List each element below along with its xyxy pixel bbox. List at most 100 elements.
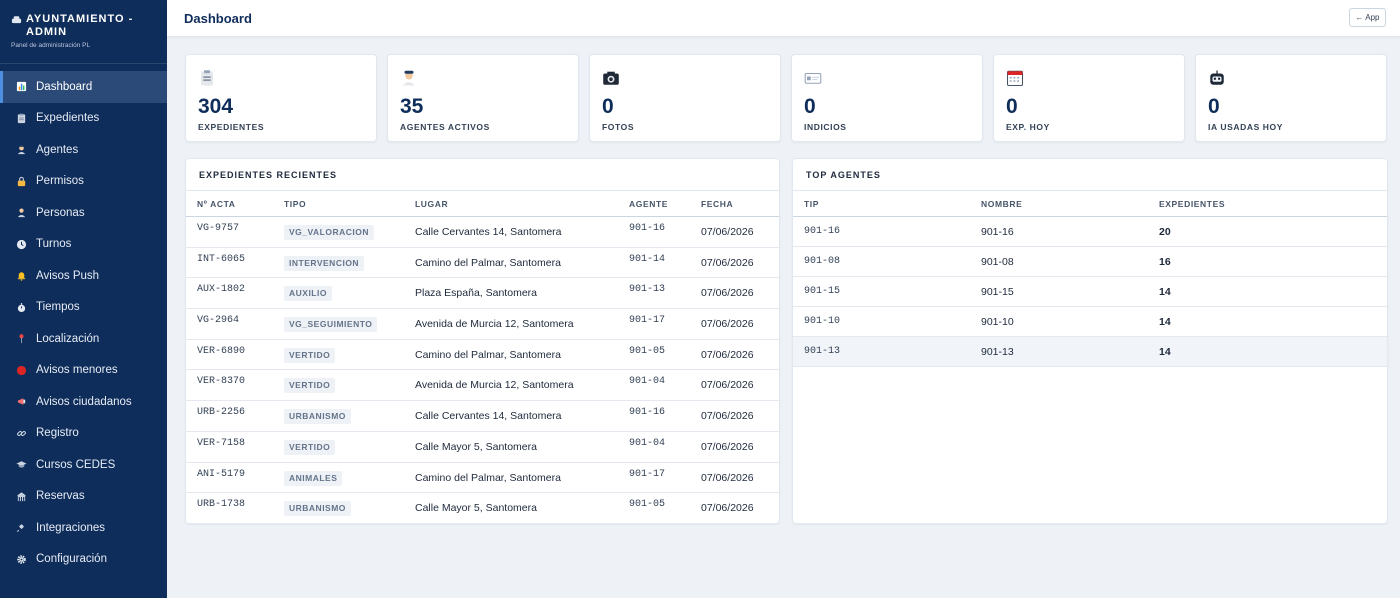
table-row[interactable]: INT-6065 INTERVENCION Camino del Palmar, S… bbox=[186, 248, 779, 279]
agente-cell: 901-05 bbox=[629, 499, 666, 511]
tipo-badge: AUXILIO bbox=[284, 286, 332, 302]
fecha-cell: 07/06/2026 bbox=[701, 379, 754, 392]
plug-icon bbox=[16, 524, 24, 533]
agente-cell: 901-14 bbox=[629, 253, 666, 265]
sidebar-item-reservas[interactable]: Reservas bbox=[0, 481, 167, 513]
tipo-badge: VERTIDO bbox=[284, 378, 336, 394]
sidebar-item-label: Permisos bbox=[36, 175, 84, 188]
sidebar-item-label: Configuración bbox=[36, 553, 107, 566]
column-header-agente[interactable]: AGENTE bbox=[629, 199, 669, 209]
table-row[interactable]: VG-2964 VG_SEGUIMIENTO Avenida de Murcia 1… bbox=[186, 309, 779, 340]
table-row[interactable]: 901-15 901-15 14 bbox=[793, 277, 1387, 307]
column-header-tipo[interactable]: TIPO bbox=[284, 199, 307, 209]
sidebar-item-dashboard[interactable]: Dashboard bbox=[0, 71, 167, 103]
sidebar-item-configuracion[interactable]: Configuración bbox=[0, 544, 167, 576]
acta-cell: VER-6890 bbox=[197, 345, 246, 357]
sidebar-item-turnos[interactable]: Turnos bbox=[0, 229, 167, 261]
nombre-cell: 901-13 bbox=[981, 346, 1014, 358]
tipo-cell: VERTIDO bbox=[284, 340, 336, 370]
stat-card[interactable]: 0 FOTOS bbox=[589, 54, 781, 142]
tipo-badge: URBANISMO bbox=[284, 409, 351, 425]
top-agentes-panel: TOP AGENTES TIP NOMBRE EXPEDIENTES 901-1… bbox=[792, 158, 1388, 524]
nombre-cell: 901-08 bbox=[981, 256, 1014, 268]
camera-icon bbox=[603, 71, 619, 85]
expedientes-count-cell: 14 bbox=[1159, 286, 1171, 298]
panel-title: EXPEDIENTES RECIENTES bbox=[186, 159, 779, 191]
sidebar-item-avisos-menores[interactable]: Avisos menores bbox=[0, 355, 167, 387]
lugar-cell: Camino del Palmar, Santomera bbox=[415, 256, 561, 269]
topbar: Dashboard ← App bbox=[167, 0, 1400, 37]
stat-card[interactable]: 35 AGENTES ACTIVOS bbox=[387, 54, 579, 142]
sidebar-item-agentes[interactable]: Agentes bbox=[0, 134, 167, 166]
tipo-cell: VERTIDO bbox=[284, 370, 336, 400]
sidebar-item-avisos-push[interactable]: Avisos Push bbox=[0, 260, 167, 292]
tipo-cell: ANIMALES bbox=[284, 463, 343, 493]
table-row[interactable]: AUX-1802 AUXILIO Plaza España, Santomera 90… bbox=[186, 278, 779, 310]
table-row[interactable]: URB-2256 URBANISMO Calle Cervantes 14, San… bbox=[186, 401, 779, 432]
stat-value: 0 bbox=[602, 95, 614, 118]
clipboard-icon bbox=[201, 70, 213, 86]
table-row[interactable]: 901-08 901-08 16 bbox=[793, 247, 1387, 277]
recent-expedientes-panel: EXPEDIENTES RECIENTES Nº ACTA TIPO LUGAR… bbox=[185, 158, 780, 524]
stat-card[interactable]: 0 IA USADAS HOY bbox=[1195, 54, 1387, 142]
sidebar-item-label: Avisos menores bbox=[36, 364, 118, 377]
lock-icon bbox=[17, 176, 26, 186]
sidebar-item-label: Localización bbox=[36, 332, 100, 345]
building-icon bbox=[16, 492, 27, 501]
fecha-cell: 07/06/2026 bbox=[701, 318, 754, 331]
tip-cell: 901-15 bbox=[804, 286, 841, 297]
stopwatch-icon bbox=[17, 302, 26, 312]
column-header-tip[interactable]: TIP bbox=[804, 199, 820, 209]
tipo-cell: VG_VALORACION bbox=[284, 217, 375, 247]
sidebar-item-registro[interactable]: Registro bbox=[0, 418, 167, 450]
table-row[interactable]: ANI-5179 ANIMALES Camino del Palmar, Santo… bbox=[186, 463, 779, 494]
column-header-lugar[interactable]: LUGAR bbox=[415, 199, 449, 209]
sidebar-item-label: Cursos CEDES bbox=[36, 458, 116, 471]
sidebar-item-label: Reservas bbox=[36, 490, 85, 503]
agente-cell: 901-16 bbox=[629, 407, 666, 419]
tip-cell: 901-16 bbox=[804, 226, 841, 237]
back-to-app-button[interactable]: ← App bbox=[1349, 8, 1386, 27]
sidebar-item-expedientes[interactable]: Expedientes bbox=[0, 103, 167, 135]
sidebar-item-label: Avisos ciudadanos bbox=[36, 395, 132, 408]
chart-icon bbox=[16, 82, 27, 92]
table-row[interactable]: URB-1738 URBANISMO Calle Mayor 5, Santomer… bbox=[186, 493, 779, 524]
sidebar-item-label: Tiempos bbox=[36, 301, 80, 314]
column-header-acta[interactable]: Nº ACTA bbox=[197, 199, 236, 209]
brand-title: AYUNTAMIENTO - ADMIN bbox=[11, 13, 156, 39]
column-header-fecha[interactable]: FECHA bbox=[701, 199, 734, 209]
megaphone-icon bbox=[17, 398, 26, 405]
sidebar-item-label: Agentes bbox=[36, 143, 79, 156]
table-row[interactable]: VER-7158 VERTIDO Calle Mayor 5, Santomera 9… bbox=[186, 432, 779, 463]
bell-icon bbox=[17, 272, 26, 281]
sidebar-item-permisos[interactable]: Permisos bbox=[0, 166, 167, 198]
lugar-cell: Camino del Palmar, Santomera bbox=[415, 348, 561, 361]
lugar-cell: Camino del Palmar, Santomera bbox=[415, 471, 561, 484]
sidebar-item-localizacion[interactable]: Localización bbox=[0, 323, 167, 355]
sidebar-item-avisos-ciudadanos[interactable]: Avisos ciudadanos bbox=[0, 386, 167, 418]
table-row[interactable]: 901-13 901-13 14 bbox=[793, 337, 1387, 367]
agente-cell: 901-04 bbox=[629, 437, 666, 449]
nombre-cell: 901-16 bbox=[981, 226, 1014, 238]
table-row[interactable]: 901-10 901-10 14 bbox=[793, 307, 1387, 337]
table-row[interactable]: VG-9757 VG_VALORACION Calle Cervantes 14, … bbox=[186, 217, 779, 248]
sidebar-item-tiempos[interactable]: Tiempos bbox=[0, 292, 167, 324]
stat-card[interactable]: 304 EXPEDIENTES bbox=[185, 54, 377, 142]
stat-card[interactable]: 0 EXP. HOY bbox=[993, 54, 1185, 142]
pin-icon bbox=[19, 334, 24, 344]
sidebar-item-integraciones[interactable]: Integraciones bbox=[0, 512, 167, 544]
sidebar-item-personas[interactable]: Personas bbox=[0, 197, 167, 229]
sidebar-item-cursos-cedes[interactable]: Cursos CEDES bbox=[0, 449, 167, 481]
column-header-expedientes[interactable]: EXPEDIENTES bbox=[1159, 199, 1226, 209]
stat-card[interactable]: 0 INDICIOS bbox=[791, 54, 983, 142]
table-row[interactable]: VER-8370 VERTIDO Avenida de Murcia 12, San… bbox=[186, 370, 779, 402]
expedientes-count-cell: 14 bbox=[1159, 316, 1171, 328]
stat-label: FOTOS bbox=[602, 122, 635, 132]
lugar-cell: Calle Cervantes 14, Santomera bbox=[415, 410, 562, 423]
expedientes-count-cell: 14 bbox=[1159, 346, 1171, 358]
acta-cell: VG-9757 bbox=[197, 223, 240, 234]
table-row[interactable]: 901-16 901-16 20 bbox=[793, 217, 1387, 247]
column-header-nombre[interactable]: NOMBRE bbox=[981, 199, 1023, 209]
fecha-cell: 07/06/2026 bbox=[701, 471, 754, 484]
table-row[interactable]: VER-6890 VERTIDO Camino del Palmar, Santom… bbox=[186, 340, 779, 371]
